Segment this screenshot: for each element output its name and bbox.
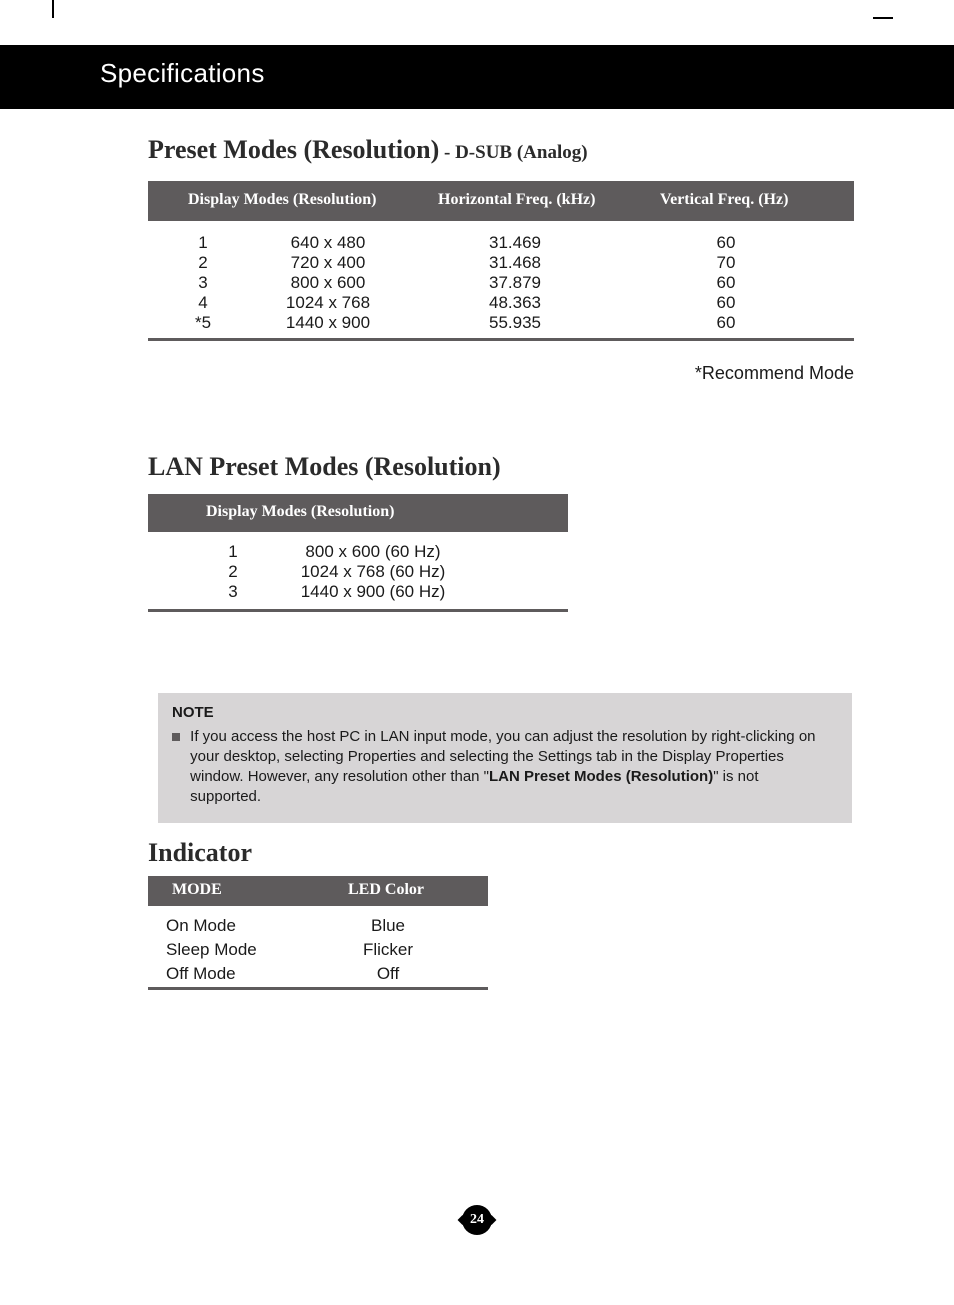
table-body: 1 2 3 4 *5 640 x 480 720 x 400 800 x 600…: [148, 221, 854, 341]
col-header-horizontal-freq: Horizontal Freq. (kHz): [438, 191, 595, 209]
col-index: 1 2 3: [218, 542, 248, 602]
preset-modes-heading: Preset Modes (Resolution) - D-SUB (Analo…: [148, 135, 588, 165]
preset-modes-table: Display Modes (Resolution) Horizontal Fr…: [148, 181, 854, 341]
table-header: MODE LED Color: [148, 876, 488, 906]
col-header-display-modes: Display Modes (Resolution): [206, 503, 394, 521]
note-label: NOTE: [172, 703, 838, 723]
note-text-bold: LAN Preset Modes (Resolution): [489, 768, 713, 785]
col-resolution: 800 x 600 (60 Hz) 1024 x 768 (60 Hz) 144…: [273, 542, 473, 602]
page-number-badge: 24: [462, 1205, 492, 1235]
indicator-table: MODE LED Color On Mode Sleep Mode Off Mo…: [148, 876, 488, 990]
heading-main: Preset Modes (Resolution): [148, 135, 439, 164]
col-led-color: Blue Flicker Off: [348, 914, 428, 986]
section-title: Specifications: [100, 58, 265, 89]
lan-preset-heading: LAN Preset Modes (Resolution): [148, 452, 501, 482]
indicator-heading: Indicator: [148, 838, 252, 868]
col-resolution: 640 x 480 720 x 400 800 x 600 1024 x 768…: [263, 233, 393, 333]
col-mode: On Mode Sleep Mode Off Mode: [166, 914, 257, 986]
heading-sub: - D-SUB (Analog): [439, 142, 587, 163]
col-header-led-color: LED Color: [348, 881, 424, 899]
table-header: Display Modes (Resolution) Horizontal Fr…: [148, 181, 854, 221]
table-body: On Mode Sleep Mode Off Mode Blue Flicker…: [148, 906, 488, 990]
crop-mark-vertical: [52, 0, 54, 18]
col-vertical-freq: 60 70 60 60 60: [696, 233, 756, 333]
col-header-mode: MODE: [172, 881, 222, 899]
table-header: Display Modes (Resolution): [148, 494, 568, 532]
crop-mark-horizontal: [873, 17, 893, 19]
col-header-display-modes: Display Modes (Resolution): [188, 191, 376, 209]
bullet-icon: [172, 733, 180, 741]
col-horizontal-freq: 31.469 31.468 37.879 48.363 55.935: [465, 233, 565, 333]
note-box: NOTE If you access the host PC in LAN in…: [158, 693, 852, 823]
col-header-vertical-freq: Vertical Freq. (Hz): [660, 191, 788, 209]
table-body: 1 2 3 800 x 600 (60 Hz) 1024 x 768 (60 H…: [148, 532, 568, 612]
col-index: 1 2 3 4 *5: [183, 233, 223, 333]
lan-preset-table: Display Modes (Resolution) 1 2 3 800 x 6…: [148, 494, 568, 612]
recommend-note: *Recommend Mode: [695, 363, 854, 384]
note-text: If you access the host PC in LAN input m…: [190, 727, 830, 807]
